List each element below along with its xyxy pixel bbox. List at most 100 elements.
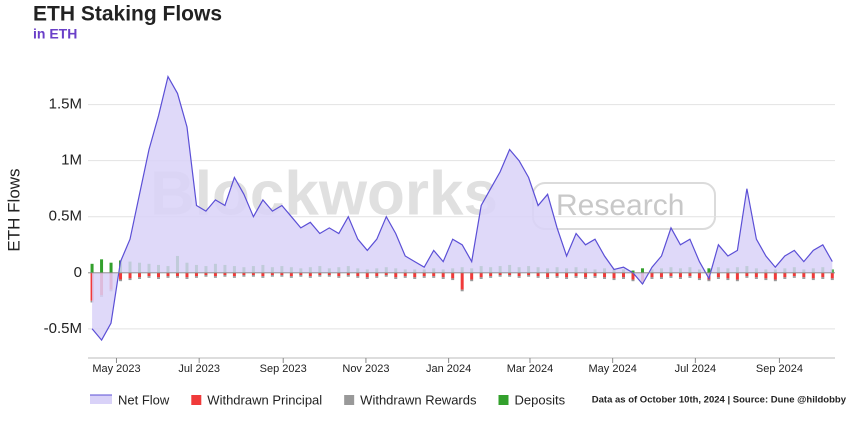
flow-bar bbox=[565, 277, 569, 279]
y-tick-label: 0 bbox=[74, 264, 82, 281]
legend-swatch bbox=[344, 395, 355, 405]
flow-bar bbox=[726, 278, 730, 281]
flow-bar bbox=[830, 278, 834, 281]
net-flow-line bbox=[91, 74, 833, 342]
flow-bar bbox=[280, 272, 284, 276]
flow-bar bbox=[413, 277, 417, 279]
flow-bar bbox=[251, 272, 255, 276]
flow-bar bbox=[318, 275, 322, 277]
flow-bar bbox=[308, 276, 312, 278]
x-tick-label: Jul 2024 bbox=[675, 363, 717, 375]
flow-bar bbox=[166, 272, 170, 277]
flow-bar bbox=[830, 272, 834, 279]
flow-bar bbox=[337, 276, 341, 278]
flow-bar bbox=[584, 277, 588, 279]
flow-bar bbox=[811, 278, 815, 281]
flow-bar bbox=[375, 272, 379, 277]
flow-bar bbox=[470, 272, 474, 280]
flow-bar bbox=[479, 277, 483, 279]
flow-bar bbox=[659, 277, 663, 279]
flow-bar bbox=[669, 276, 673, 278]
flow-bar bbox=[745, 276, 749, 278]
flow-bar bbox=[574, 272, 578, 277]
flow-bar bbox=[754, 277, 758, 279]
flow-bar bbox=[156, 277, 160, 279]
flow-bar bbox=[232, 276, 236, 278]
flow-bar bbox=[365, 277, 369, 279]
flow-bar bbox=[622, 272, 626, 278]
flow-bar bbox=[574, 276, 578, 278]
flow-bar bbox=[166, 276, 170, 278]
flow-bar bbox=[584, 272, 588, 278]
legend-swatch bbox=[498, 395, 509, 405]
flow-bar bbox=[100, 259, 104, 273]
flow-bar bbox=[773, 279, 777, 282]
flow-bar bbox=[716, 277, 720, 279]
flow-bar bbox=[394, 272, 398, 278]
flow-bar bbox=[270, 272, 274, 276]
flow-bar bbox=[223, 275, 227, 277]
flow-bar bbox=[707, 279, 711, 282]
flow-bar bbox=[821, 272, 825, 278]
flow-bar bbox=[811, 272, 815, 279]
flow-bar bbox=[128, 278, 132, 281]
flow-bar bbox=[764, 278, 768, 281]
x-tick-label: Nov 2023 bbox=[342, 363, 389, 375]
flow-bar bbox=[802, 272, 806, 278]
flow-bar bbox=[432, 276, 436, 278]
x-tick-label: May 2023 bbox=[92, 363, 140, 375]
flow-bar bbox=[631, 270, 635, 273]
flow-bar bbox=[735, 279, 739, 282]
flow-bar bbox=[527, 275, 531, 277]
y-tick-label: 1M bbox=[61, 152, 82, 169]
flow-bar bbox=[498, 275, 502, 277]
flow-bar bbox=[147, 276, 151, 278]
flow-bar bbox=[688, 272, 692, 277]
y-axis-label: ETH Flows bbox=[4, 168, 23, 251]
flow-bar bbox=[109, 262, 113, 273]
flow-bar bbox=[764, 272, 768, 279]
flow-bar bbox=[508, 275, 512, 277]
flow-bar bbox=[280, 275, 284, 277]
flow-bar bbox=[223, 272, 227, 276]
flow-bar bbox=[318, 272, 322, 276]
flow-bar bbox=[147, 272, 151, 277]
flow-bar bbox=[754, 272, 758, 278]
flow-bar bbox=[270, 275, 274, 277]
flow-bar bbox=[432, 272, 436, 277]
flow-bar bbox=[242, 272, 246, 276]
flow-bar bbox=[128, 272, 132, 279]
chart-title: ETH Staking Flows bbox=[33, 3, 222, 26]
flow-bar bbox=[792, 272, 796, 277]
flow-bar bbox=[546, 272, 550, 278]
x-tick-label: Sep 2023 bbox=[260, 363, 307, 375]
flow-bar bbox=[688, 276, 692, 278]
flow-bar bbox=[603, 272, 607, 278]
flow-bar bbox=[422, 276, 426, 278]
flow-bar bbox=[460, 272, 464, 290]
flow-bar bbox=[327, 275, 331, 277]
flow-bar bbox=[232, 272, 236, 277]
flow-bar bbox=[337, 272, 341, 277]
flow-bar bbox=[289, 276, 293, 278]
flow-bar bbox=[659, 272, 663, 278]
flow-bar bbox=[650, 277, 654, 279]
flow-bar bbox=[356, 276, 360, 278]
flow-bar bbox=[716, 272, 720, 278]
flow-bar bbox=[678, 277, 682, 279]
flow-bar bbox=[498, 272, 502, 276]
flow-bar bbox=[783, 277, 787, 279]
flow-bar bbox=[773, 272, 777, 280]
flow-bar bbox=[517, 272, 521, 277]
flow-bar bbox=[821, 277, 825, 279]
x-tick-label: May 2024 bbox=[589, 363, 637, 375]
flow-bar bbox=[622, 277, 626, 279]
flow-bar bbox=[745, 272, 749, 277]
flow-bar bbox=[403, 272, 407, 277]
flow-bar bbox=[365, 272, 369, 278]
x-tick-label: Sep 2024 bbox=[756, 363, 803, 375]
flow-bar bbox=[783, 272, 787, 278]
flow-bar bbox=[346, 272, 350, 276]
flow-bar bbox=[394, 277, 398, 279]
